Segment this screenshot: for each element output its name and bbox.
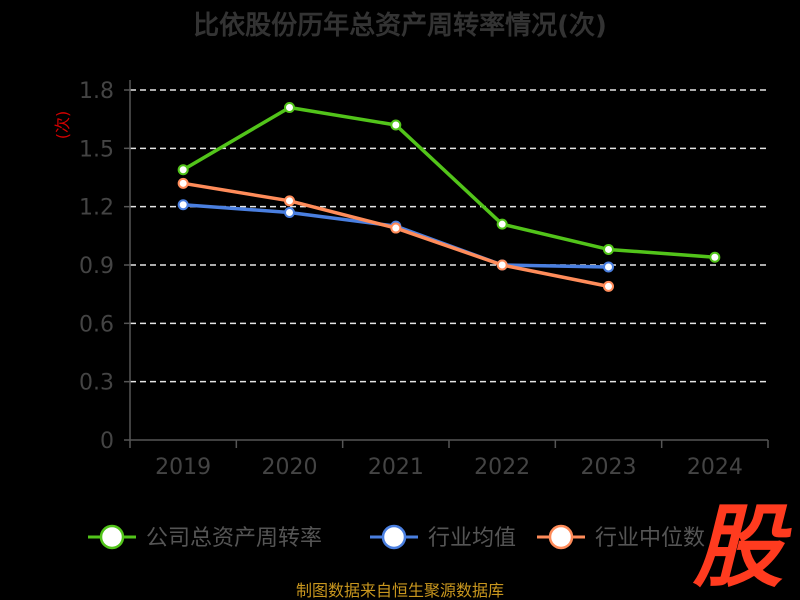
x-tick-label: 2024	[687, 455, 743, 480]
data-point[interactable]	[603, 280, 614, 292]
legend-label: 公司总资产周转率	[146, 526, 322, 551]
axes: 0 0.3 0.6 0.9 1.2 1.5 1.8 2019 2020 2021 2022 2023 2…	[79, 79, 769, 480]
legend-label: 行业均值	[428, 526, 516, 551]
legend: 公司总资产周转率 行业均值 行业中位数	[88, 524, 705, 551]
data-point[interactable]	[603, 261, 614, 273]
y-tick-label: 1.8	[79, 79, 114, 104]
legend-marker	[548, 524, 574, 550]
watermark-logo: 股	[692, 495, 792, 600]
legend-item-2[interactable]: 行业中位数	[537, 524, 705, 551]
series-lines	[177, 102, 721, 292]
source-note: 制图数据来自恒生聚源数据库	[296, 581, 504, 600]
legend-marker	[381, 524, 407, 550]
data-point[interactable]	[177, 177, 189, 189]
x-tick-label: 2023	[581, 455, 637, 480]
data-point[interactable]	[284, 102, 295, 113]
legend-label: 行业中位数	[595, 526, 705, 551]
series-0	[177, 102, 721, 263]
data-point[interactable]	[709, 251, 721, 263]
series-line	[182, 105, 715, 259]
x-tick-label: 2022	[474, 455, 530, 480]
y-tick-label: 0.9	[79, 254, 114, 279]
data-point[interactable]	[603, 243, 614, 255]
y-axis-label: (次)	[53, 111, 72, 140]
legend-marker	[99, 524, 125, 550]
data-point[interactable]	[284, 195, 295, 207]
y-tick-label: 1.5	[79, 137, 114, 162]
x-tick-label: 2020	[262, 455, 318, 480]
y-tick-label: 0	[100, 429, 114, 454]
legend-item-1[interactable]: 行业均值	[370, 524, 516, 551]
legend-item-0[interactable]: 公司总资产周转率	[88, 524, 322, 551]
chart-title: 比依股份历年总资产周转率情况(次)	[193, 10, 607, 41]
data-point[interactable]	[177, 199, 189, 211]
y-tick-label: 0.3	[79, 371, 114, 396]
data-point[interactable]	[390, 119, 402, 131]
y-tick-label: 0.6	[79, 312, 114, 337]
y-tick-label: 1.2	[79, 196, 114, 221]
data-point[interactable]	[496, 259, 508, 271]
data-point[interactable]	[284, 207, 295, 218]
series-2	[177, 177, 614, 292]
x-tick-label: 2021	[368, 455, 424, 480]
data-point[interactable]	[496, 218, 508, 230]
x-tick-label: 2019	[155, 455, 211, 480]
data-point[interactable]	[177, 164, 189, 176]
grid	[130, 89, 768, 383]
data-point[interactable]	[390, 222, 402, 234]
